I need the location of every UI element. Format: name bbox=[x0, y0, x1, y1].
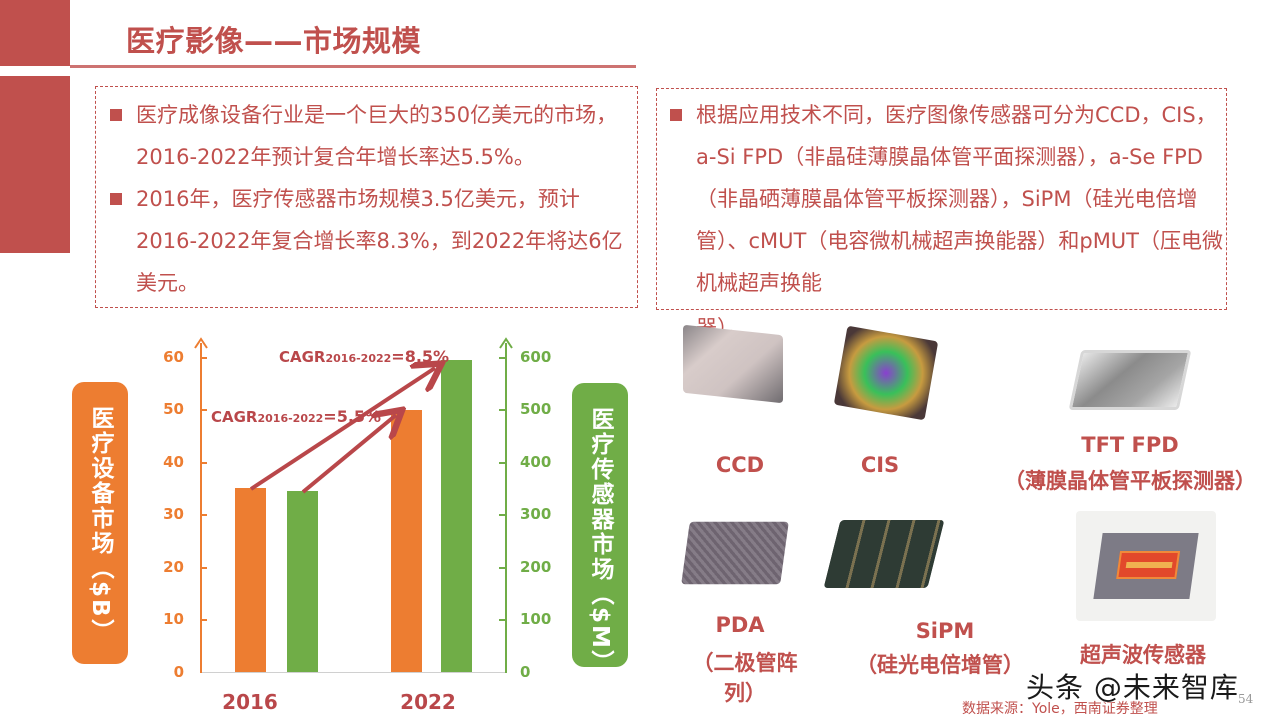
tick-mark bbox=[200, 462, 207, 464]
sensor-sublabel-sipm: （硅光电倍增管） bbox=[856, 653, 1024, 677]
cagr-label-sensor: CAGR2016-2022=8.5% bbox=[279, 347, 450, 366]
market-summary-list: 医疗成像设备行业是一个巨大的350亿美元的市场，2016-2022年预计复合年增… bbox=[108, 94, 630, 304]
tick-mark bbox=[499, 567, 506, 569]
square-bullet-icon bbox=[670, 109, 682, 121]
right-tick-label: 500 bbox=[520, 400, 552, 418]
tick-mark bbox=[200, 409, 207, 411]
left-tick-label: 0 bbox=[173, 663, 184, 681]
square-bullet-icon bbox=[110, 109, 122, 121]
tick-mark bbox=[200, 567, 207, 569]
cis-sensor-image bbox=[833, 325, 939, 421]
left-tick-label: 30 bbox=[163, 505, 184, 523]
left-axis-title: 医疗设备市场（$B） bbox=[72, 382, 128, 664]
left-tick-label: 20 bbox=[163, 558, 184, 576]
tft-fpd-sensor-image bbox=[1068, 350, 1192, 410]
tick-mark bbox=[200, 357, 207, 359]
x-tick-label: 2022 bbox=[400, 690, 456, 714]
bar-2016-equipment bbox=[235, 488, 266, 672]
right-axis-title: 医疗传感器市场（$M） bbox=[572, 383, 628, 675]
left-tick-label: 10 bbox=[163, 610, 184, 628]
bar-2016-sensor bbox=[287, 491, 318, 672]
pda-sensor-image bbox=[681, 521, 789, 585]
page-number: 54 bbox=[1238, 692, 1254, 706]
data-source: 数据来源：Yole，西南证券整理 bbox=[962, 701, 1158, 717]
ultrasonic-sensor-bar bbox=[1125, 562, 1173, 568]
left-axis-line bbox=[200, 343, 202, 673]
dual-axis-bar-chart: 0 10 20 30 40 50 60 0 100 200 300 400 50… bbox=[150, 335, 570, 715]
sensor-sublabel-pda: （二极管阵列） bbox=[692, 651, 798, 705]
tick-mark bbox=[499, 462, 506, 464]
cagr-arrow-equipment bbox=[249, 368, 435, 491]
right-tick-label: 0 bbox=[520, 663, 531, 681]
bullet-item: 医疗成像设备行业是一个巨大的350亿美元的市场，2016-2022年预计复合年增… bbox=[108, 94, 630, 178]
ultrasonic-sensor-image-bg bbox=[1076, 511, 1216, 621]
sensor-label-pda: PDA bbox=[715, 613, 765, 637]
right-tick-label: 600 bbox=[520, 348, 552, 366]
sensor-label-sipm: SiPM bbox=[915, 619, 975, 643]
right-tick-label: 100 bbox=[520, 610, 552, 628]
tick-mark bbox=[499, 619, 506, 621]
accent-block-top bbox=[0, 0, 70, 66]
page-title: 医疗影像——市场规模 bbox=[126, 24, 422, 58]
right-tick-label: 400 bbox=[520, 453, 552, 471]
sensor-types-box bbox=[656, 88, 1227, 310]
ultrasonic-sensor-chip bbox=[1093, 533, 1199, 599]
sensor-sublabel-tft-fpd: （薄膜晶体管平板探测器） bbox=[1004, 469, 1256, 493]
cagr-label-equipment: CAGR2016-2022=5.5% bbox=[211, 407, 382, 426]
left-tick-label: 40 bbox=[163, 453, 184, 471]
right-axis-arrow-icon bbox=[499, 337, 513, 349]
sensor-label-ccd: CCD bbox=[715, 453, 765, 477]
tick-mark bbox=[200, 619, 207, 621]
tick-mark bbox=[499, 514, 506, 516]
ultrasonic-sensor-element bbox=[1116, 551, 1181, 579]
bullet-item: 根据应用技术不同，医疗图像传感器可分为CCD，CIS，a-Si FPD（非晶硅薄… bbox=[668, 94, 1224, 304]
sensor-label-tft-fpd: TFT FPD bbox=[1081, 433, 1179, 457]
ccd-sensor-image bbox=[683, 324, 783, 404]
tick-mark bbox=[499, 357, 506, 359]
right-tick-label: 300 bbox=[520, 505, 552, 523]
bar-2022-sensor bbox=[441, 360, 472, 672]
accent-block-side bbox=[0, 76, 70, 253]
cagr-arrow-sensor bbox=[301, 415, 396, 494]
sensor-label-cis: CIS bbox=[860, 453, 900, 477]
sensor-label-ultrasonic: 超声波传感器 bbox=[1080, 643, 1206, 667]
market-summary-box bbox=[95, 86, 638, 308]
bullet-item: 2016年，医疗传感器市场规模3.5亿美元，预计2016-2022年复合增长率8… bbox=[108, 178, 630, 304]
left-tick-label: 50 bbox=[163, 400, 184, 418]
x-tick-label: 2016 bbox=[222, 690, 278, 714]
watermark: 头条 @未来智库 bbox=[1026, 671, 1239, 704]
sensor-types-list: 根据应用技术不同，医疗图像传感器可分为CCD，CIS，a-Si FPD（非晶硅薄… bbox=[668, 94, 1224, 304]
tick-mark bbox=[200, 514, 207, 516]
square-bullet-icon bbox=[110, 193, 122, 205]
right-axis-line bbox=[505, 343, 507, 673]
right-tick-label: 200 bbox=[520, 558, 552, 576]
left-tick-label: 60 bbox=[163, 348, 184, 366]
sipm-sensor-image bbox=[823, 520, 945, 588]
tick-mark bbox=[499, 409, 506, 411]
cagr-arrows bbox=[249, 335, 570, 494]
x-axis-baseline bbox=[202, 672, 505, 673]
bar-2022-equipment bbox=[391, 410, 422, 672]
left-axis-arrow-icon bbox=[194, 337, 208, 349]
title-divider bbox=[70, 65, 636, 68]
